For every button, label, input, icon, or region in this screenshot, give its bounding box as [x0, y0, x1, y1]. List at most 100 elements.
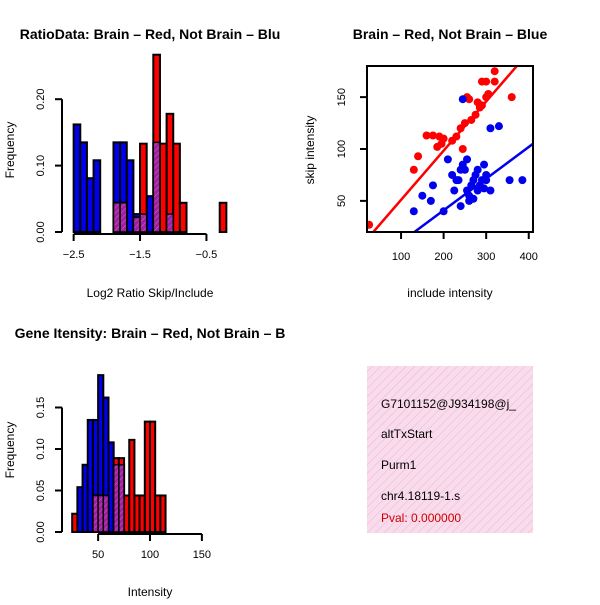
ratio-bar-overlap [165, 213, 174, 233]
ratio-bar-overlap [119, 202, 128, 233]
ratio-x-tick-label: −0.5 [196, 249, 218, 261]
scatter-point-brain [409, 165, 418, 174]
scatter-point-brain [490, 67, 499, 76]
ratio-xlabel: Log2 Ratio Skip/Include [87, 286, 214, 300]
intensity-bar-brain [128, 438, 136, 533]
scatter-point-not-brain [486, 186, 495, 195]
scatter-point-brain [484, 90, 493, 99]
scatter-point-not-brain [456, 202, 465, 211]
intensity-histogram: Gene Itensity: Brain – Red, Not Brain – … [3, 325, 285, 599]
ratio-x-tick-label: −2.5 [63, 249, 85, 261]
intensity-x-tick-label: 50 [92, 549, 104, 561]
scatter-point-not-brain [480, 160, 489, 169]
info-location: chr4.18119-1.s [381, 489, 460, 503]
ratio-y-tick-label: 0.20 [35, 88, 47, 109]
scatter-point-not-brain [426, 196, 435, 205]
scatter-point-not-brain [463, 155, 472, 164]
ratio-histogram: RatioData: Brain – Red, Not Brain – Blu … [3, 26, 280, 300]
ratio-bar-brain [178, 201, 188, 233]
scatter-ylabel: skip intensity [303, 116, 317, 185]
scatter-x-tick-label: 400 [520, 251, 538, 263]
scatter-point-brain [477, 101, 486, 110]
ratio-bar-overlap [139, 213, 148, 233]
scatter-point-not-brain [494, 122, 503, 131]
scatter-point-not-brain [518, 176, 527, 185]
intensity-xlabel: Intensity [128, 585, 173, 599]
scatter-point-not-brain [439, 207, 448, 216]
scatter-y-tick-label: 50 [336, 195, 348, 207]
ratio-bar-overlap [112, 202, 121, 233]
scatter-point-brain [490, 77, 499, 86]
scatter-point-brain [471, 110, 480, 119]
intensity-y-tick-label: 0.15 [35, 397, 47, 418]
scatter-point-brain [439, 134, 448, 143]
info-background [367, 366, 533, 533]
scatter-y-tick-label: 150 [336, 88, 348, 106]
info-id: G7101152@J934198@j_ [381, 397, 516, 411]
scatter-point-brain [460, 119, 469, 128]
scatter-point-not-brain [480, 184, 489, 193]
ratio-title: RatioData: Brain – Red, Not Brain – Blu [20, 26, 281, 42]
scatter-plot: Brain – Red, Not Brain – Blue include in… [303, 26, 547, 300]
intensity-bar-overlap [92, 494, 99, 533]
ratio-y-tick-label: 0.10 [35, 155, 47, 176]
scatter-point-brain [367, 220, 374, 229]
scatter-x-tick-label: 200 [434, 251, 452, 263]
info-pval: Pval: 0.000000 [381, 511, 461, 525]
intensity-ylabel: Frequency [3, 422, 17, 479]
scatter-point-not-brain [473, 165, 482, 174]
ratio-bar-not-brain [125, 159, 135, 233]
scatter-point-not-brain [460, 165, 469, 174]
scatter-point-not-brain [443, 155, 452, 164]
intensity-title: Gene Itensity: Brain – Red, Not Brain – … [15, 325, 286, 341]
ratio-ylabel: Frequency [3, 122, 17, 179]
ratio-bar-overlap [152, 141, 161, 233]
intensity-y-tick-label: 0.05 [35, 480, 47, 501]
scatter-point-not-brain [482, 176, 491, 185]
ratio-bar-overlap [132, 216, 141, 233]
scatter-fit-not-brain [412, 142, 533, 232]
scatter-point-brain [458, 145, 467, 153]
scatter-x-tick-label: 300 [477, 251, 495, 263]
scatter-y-tick-label: 100 [336, 140, 348, 158]
ratio-bar-not-brain [92, 159, 102, 233]
scatter-point-brain [465, 95, 474, 104]
scatter-point-not-brain [469, 194, 478, 203]
intensity-y-tick-label: 0.00 [35, 521, 47, 542]
info-box: G7101152@J934198@j_ altTxStart Purm1 chr… [367, 366, 533, 533]
ratio-bar-brain [218, 201, 228, 233]
intensity-bar-overlap [112, 464, 120, 533]
scatter-point-not-brain [505, 176, 514, 185]
intensity-bar-overlap [97, 494, 105, 533]
intensity-bar-brain [71, 512, 79, 533]
scatter-point-not-brain [486, 124, 495, 133]
scatter-point-not-brain [409, 207, 418, 216]
scatter-point-not-brain [450, 186, 459, 195]
scatter-point-brain [452, 132, 461, 141]
intensity-bar-brain [159, 494, 167, 534]
scatter-xlabel: include intensity [407, 286, 492, 300]
intensity-x-tick-label: 150 [193, 549, 211, 561]
intensity-bar-overlap [102, 494, 110, 533]
scatter-point-not-brain [418, 191, 427, 200]
scatter-point-brain [414, 152, 423, 161]
scatter-point-not-brain [458, 95, 467, 104]
scatter-point-not-brain [428, 181, 437, 190]
intensity-y-tick-label: 0.10 [35, 438, 47, 459]
info-gene: Purm1 [381, 458, 417, 472]
scatter-point-brain [428, 131, 437, 140]
scatter-point-brain [507, 93, 516, 102]
intensity-x-tick-label: 100 [141, 549, 159, 561]
ratio-bar-brain [172, 142, 181, 233]
scatter-x-tick-label: 100 [392, 251, 410, 263]
ratio-y-tick-label: 0.00 [35, 221, 47, 242]
info-event-type: altTxStart [381, 427, 433, 441]
intensity-bar-overlap [118, 464, 125, 533]
ratio-x-tick-label: −1.5 [129, 249, 151, 261]
scatter-title: Brain – Red, Not Brain – Blue [353, 26, 548, 42]
intensity-bar-brain [149, 420, 157, 533]
scatter-point-not-brain [454, 176, 463, 185]
scatter-point-brain [482, 77, 491, 86]
scatter-point-brain [422, 131, 431, 140]
